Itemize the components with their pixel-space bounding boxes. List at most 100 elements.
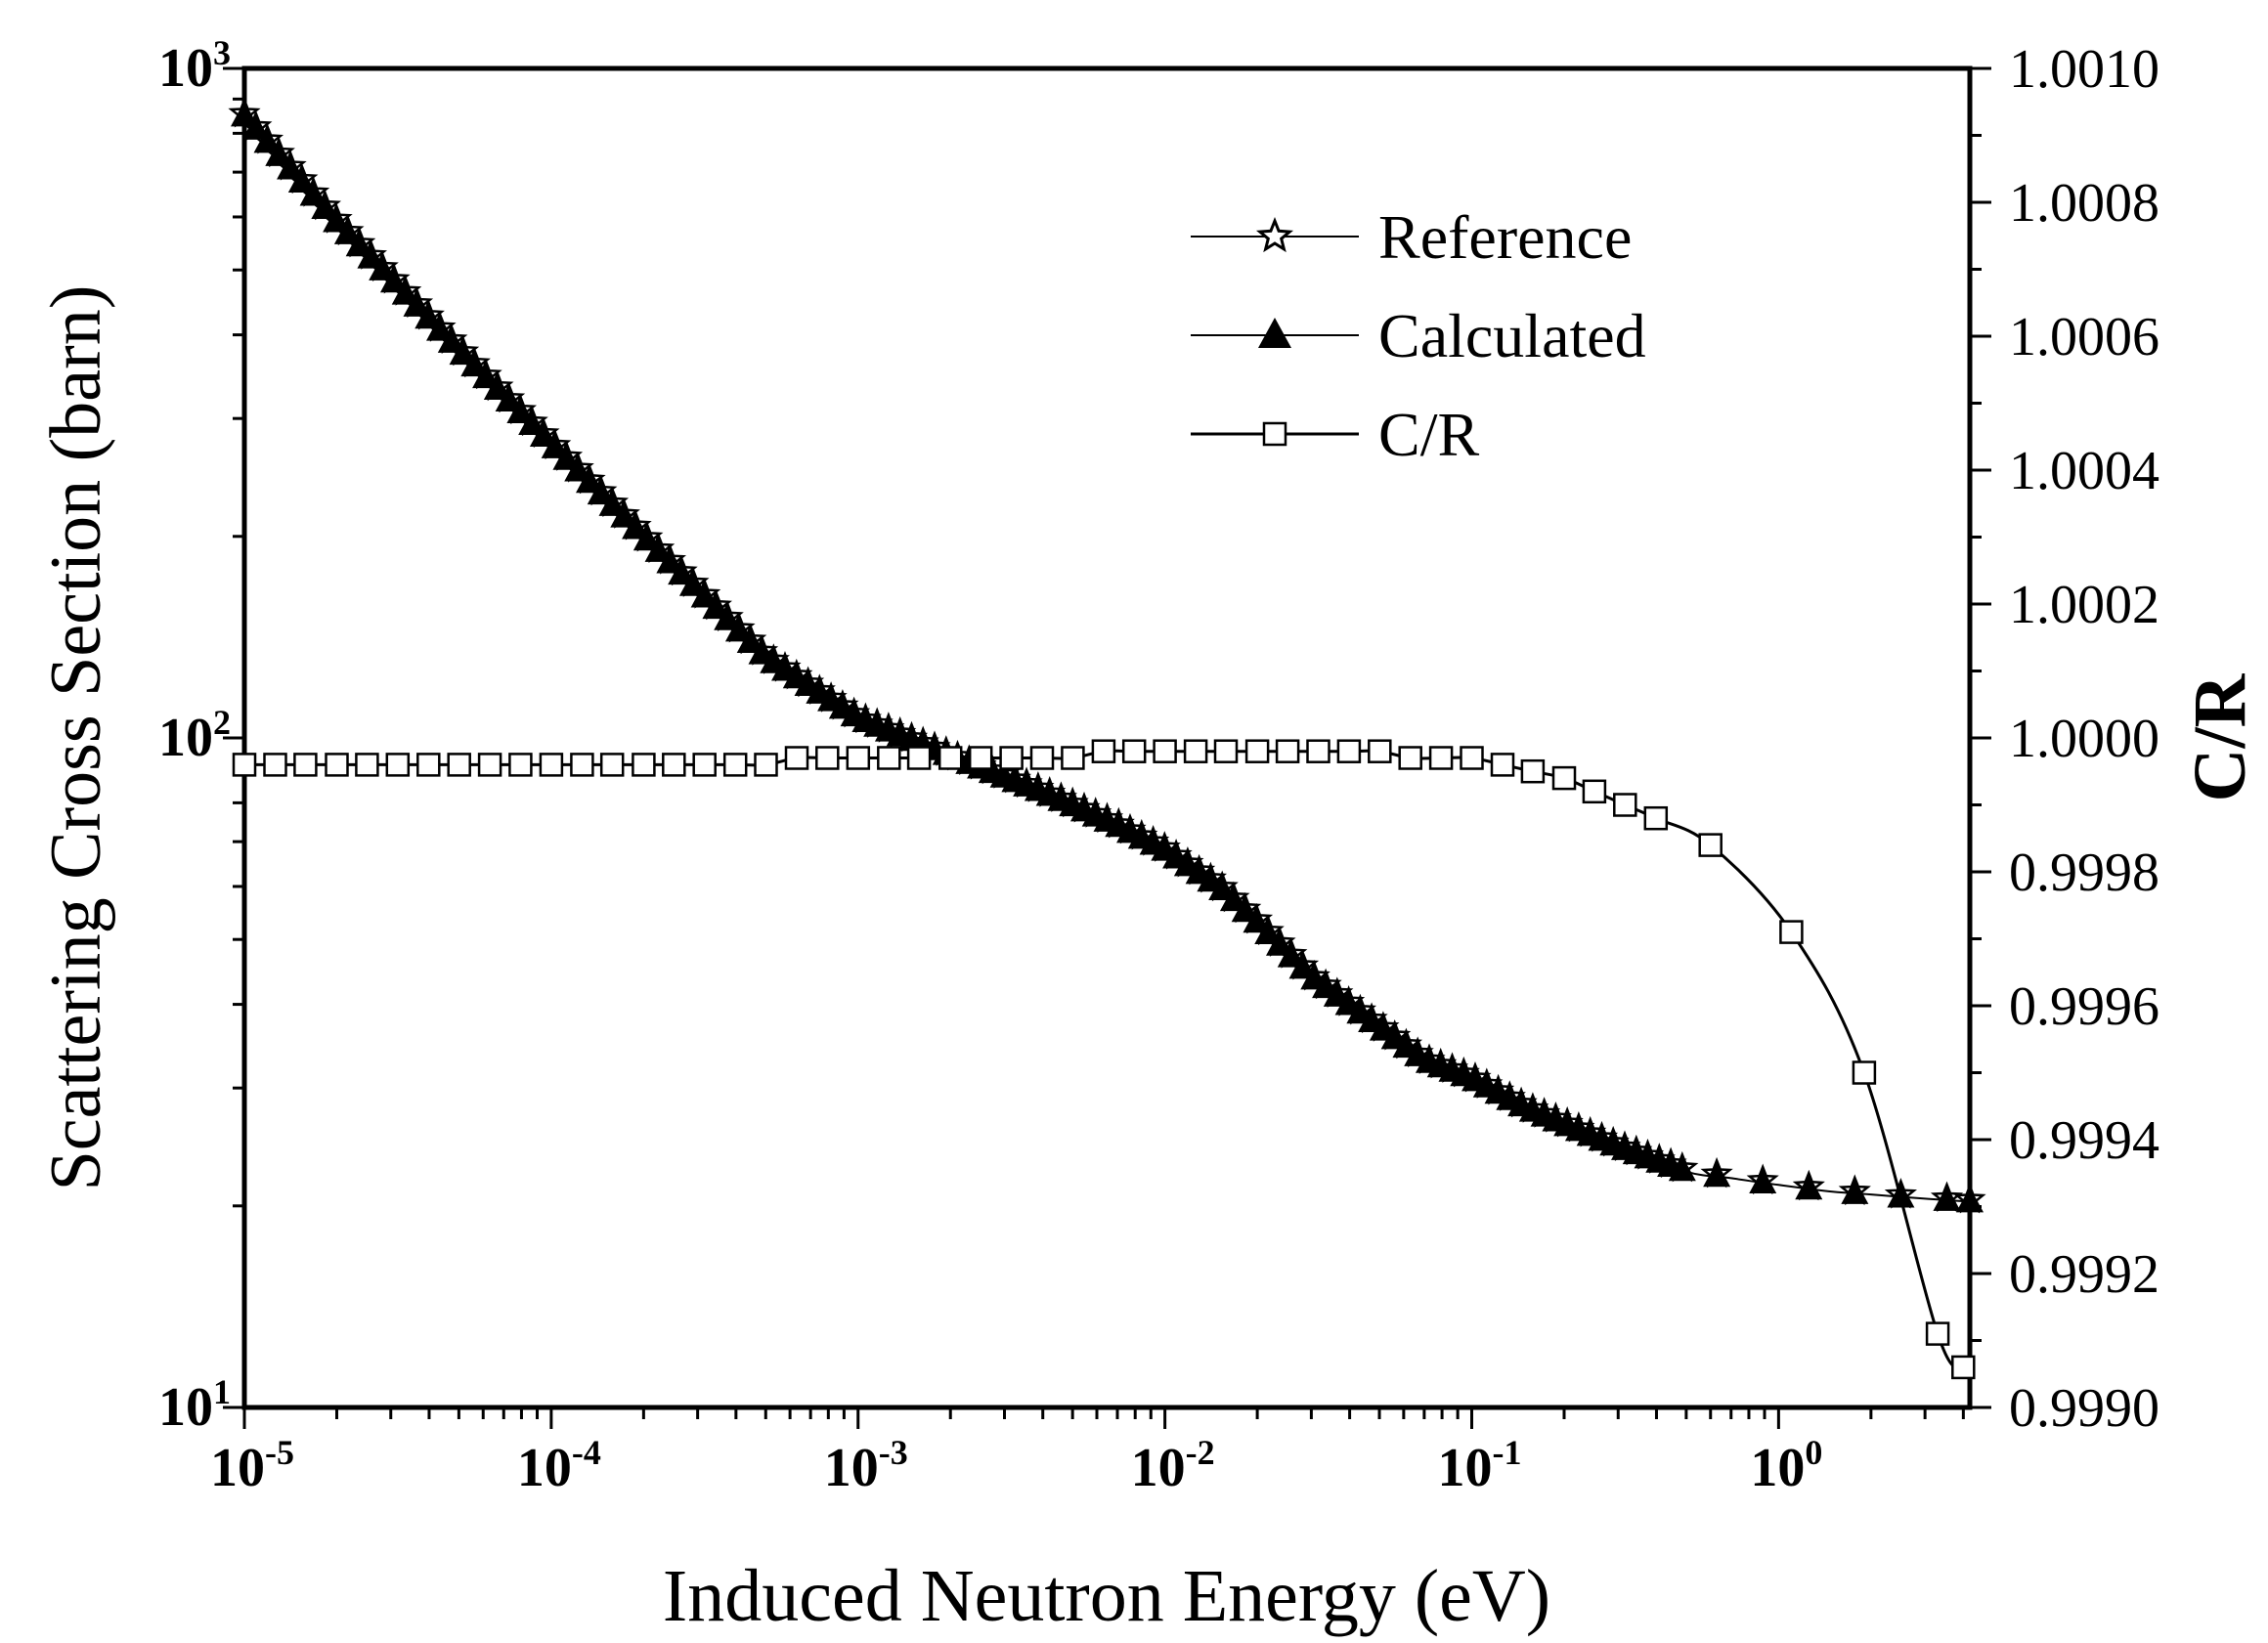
y2-tick-label: 1.0002 <box>2009 575 2159 635</box>
cr-point <box>1275 739 1300 763</box>
calculated-point <box>1277 941 1305 968</box>
cr-point <box>539 753 564 777</box>
calculated-point <box>1219 886 1247 912</box>
y2-tick-label: 0.9990 <box>2009 1378 2159 1439</box>
y2-tick-label: 1.0000 <box>2009 709 2159 769</box>
y2-axis-title: C/R <box>2179 672 2261 801</box>
cr-point <box>662 753 686 777</box>
y2-tick-label: 0.9992 <box>2009 1244 2159 1305</box>
cr-point <box>1306 739 1330 763</box>
calculated-point <box>1208 875 1237 901</box>
calculated-point <box>369 254 397 281</box>
cr-point <box>938 746 963 770</box>
calculated-point <box>541 432 569 458</box>
x-tick-label: 10-2 <box>1131 1433 1215 1498</box>
calculated-point <box>576 467 603 494</box>
legend-label-reference: Reference <box>1378 202 1632 272</box>
cr-point <box>477 753 502 777</box>
calculated-point <box>610 501 638 528</box>
legend-marker-calculated <box>1258 318 1291 348</box>
calculated-point <box>529 420 557 447</box>
cr-point <box>508 753 533 777</box>
cr-point <box>325 753 349 777</box>
cr-point <box>1398 746 1422 770</box>
cr-point <box>263 753 287 777</box>
calculated-point <box>736 627 764 654</box>
calculated-point <box>656 547 684 574</box>
series-markers-reference <box>228 96 1986 1214</box>
calculated-point <box>495 386 523 412</box>
cr-point <box>355 753 379 777</box>
series-layer <box>228 96 1986 1380</box>
calculated-point <box>1266 930 1293 956</box>
calculated-point <box>1668 1155 1696 1182</box>
calculated-point <box>668 559 696 585</box>
x-axis-title: Induced Neutron Energy (eV) <box>663 1555 1550 1637</box>
tick-labels: 10-5 10-4 10-3 10-2 10-1 100 101 102 103 0.9990 0.… <box>158 33 2159 1498</box>
cr-point <box>846 746 871 770</box>
calculated-point <box>1933 1185 1961 1211</box>
calculated-point <box>1795 1174 1823 1200</box>
calculated-point <box>437 326 465 353</box>
calculated-point <box>323 206 351 233</box>
cr-point <box>1925 1321 1950 1346</box>
calculated-point <box>379 267 408 293</box>
calculated-point <box>1703 1161 1731 1188</box>
plot-frame <box>241 65 1973 1410</box>
y2-tick-label: 1.0010 <box>2009 39 2159 100</box>
calculated-point <box>1254 919 1283 945</box>
legend-item-cr: C/R <box>1191 400 1479 469</box>
cr-point <box>1213 739 1239 763</box>
calculated-point <box>552 444 581 470</box>
x-tick-label: 10-5 <box>210 1433 294 1498</box>
cr-point <box>877 746 901 770</box>
calculated-point <box>1231 896 1259 923</box>
cr-point <box>1643 805 1669 831</box>
cr-point <box>1336 739 1362 763</box>
calculated-point <box>564 455 592 482</box>
calculated-point <box>702 593 730 620</box>
calculated-point <box>299 180 327 206</box>
cr-point <box>1244 739 1270 763</box>
axis-ticks <box>223 66 1991 1429</box>
y2-tick-label: 1.0006 <box>2009 307 2159 368</box>
cr-point <box>1779 920 1804 944</box>
cr-point <box>1698 833 1723 857</box>
cr-point <box>968 746 993 770</box>
cr-point <box>447 753 471 777</box>
legend-item-calculated: Calculated <box>1191 301 1646 370</box>
y-tick-label: 101 <box>158 1372 231 1438</box>
cr-point <box>999 746 1024 770</box>
y-tick-label: 103 <box>158 33 231 99</box>
legend-marker-reference <box>1255 216 1294 253</box>
series-markers-cr <box>232 739 1976 1380</box>
calculated-point <box>598 490 627 516</box>
cr-point <box>754 753 778 777</box>
cr-point <box>599 753 625 777</box>
calculated-point <box>714 604 742 630</box>
calculated-point <box>1749 1168 1777 1194</box>
calculated-point <box>690 582 719 608</box>
calculated-point <box>1288 953 1317 979</box>
calculated-point <box>632 525 661 551</box>
calculated-point <box>1841 1178 1869 1204</box>
calculated-point <box>426 315 455 341</box>
cr-point <box>906 746 932 770</box>
calculated-point <box>449 339 477 366</box>
cr-point <box>1091 739 1116 763</box>
x-tick-label: 10-3 <box>824 1433 908 1498</box>
y2-tick-label: 1.0008 <box>2009 173 2159 234</box>
y2-tick-label: 0.9996 <box>2009 976 2159 1037</box>
calculated-point <box>724 616 753 642</box>
cr-point <box>232 753 257 777</box>
cr-point <box>1613 793 1637 817</box>
cr-point <box>1121 739 1147 763</box>
y-axis-title: Scattering Cross Section (barn) <box>36 285 116 1191</box>
y2-tick-label: 1.0004 <box>2009 441 2159 501</box>
cr-point <box>1582 779 1607 804</box>
calculated-point <box>311 194 339 220</box>
cr-point <box>1183 739 1208 763</box>
calculated-point <box>472 363 501 389</box>
calculated-point <box>333 218 362 244</box>
